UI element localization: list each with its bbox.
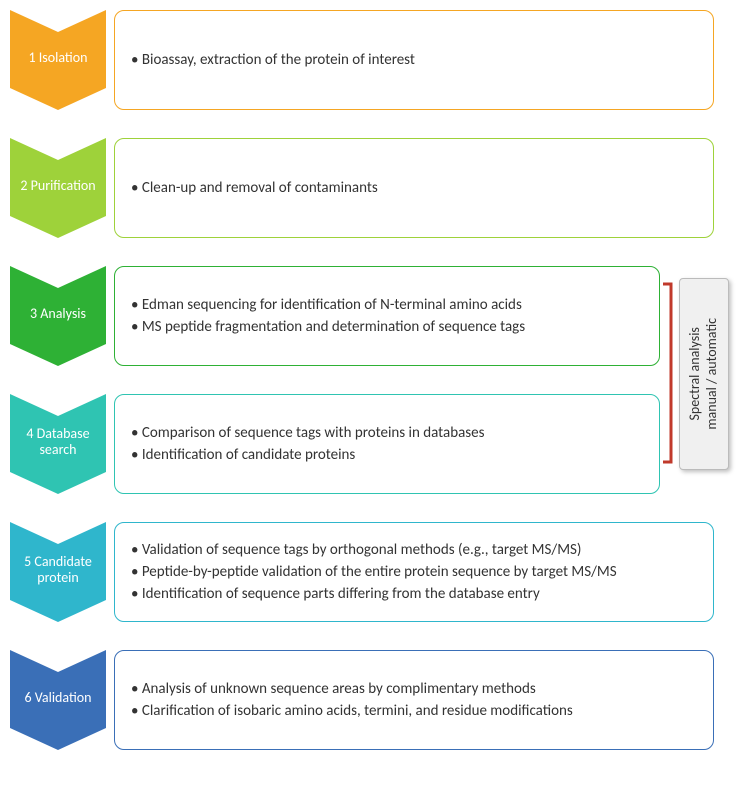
content-box-1: • Bioassay, extraction of the protein of… bbox=[114, 10, 714, 110]
content-box-4: • Comparison of sequence tags with prote… bbox=[114, 394, 660, 494]
chevron-5: 5 Candidate protein bbox=[10, 522, 106, 622]
chevron-1: 1 Isolation bbox=[10, 10, 106, 110]
chevron-6: 6 Validation bbox=[10, 650, 106, 750]
content-box-6: • Analysis of unknown sequence areas by … bbox=[114, 650, 714, 750]
bullet: • Bioassay, extraction of the protein of… bbox=[131, 50, 697, 70]
chevron-3: 3 Analysis bbox=[10, 266, 106, 366]
bullet: • Identification of candidate proteins bbox=[131, 445, 643, 465]
content-box-2: • Clean-up and removal of contaminants bbox=[114, 138, 714, 238]
chevron-2: 2 Purification bbox=[10, 138, 106, 238]
chevron-label-4: 4 Database search bbox=[10, 394, 106, 476]
bullet: • MS peptide fragmentation and determina… bbox=[131, 317, 643, 337]
bullet: • Clean-up and removal of contaminants bbox=[131, 178, 697, 198]
chevron-label-3: 3 Analysis bbox=[10, 266, 106, 348]
chevron-label-6: 6 Validation bbox=[10, 650, 106, 732]
bullet: • Validation of sequence tags by orthogo… bbox=[131, 540, 697, 560]
step-row-4: 4 Database search • Comparison of sequenc… bbox=[10, 394, 727, 494]
bullet: • Identification of sequence parts diffe… bbox=[131, 584, 697, 604]
bullet: • Comparison of sequence tags with prote… bbox=[131, 423, 643, 443]
step-row-6: 6 Validation • Analysis of unknown sequen… bbox=[10, 650, 727, 750]
workflow-diagram: 1 Isolation • Bioassay, extraction of the… bbox=[10, 10, 727, 750]
step-row-3: 3 Analysis • Edman sequencing for identif… bbox=[10, 266, 727, 366]
chevron-label-5: 5 Candidate protein bbox=[10, 522, 106, 604]
bullet: • Clarification of isobaric amino acids,… bbox=[131, 701, 697, 721]
bullet: • Edman sequencing for identification of… bbox=[131, 295, 643, 315]
content-box-5: • Validation of sequence tags by orthogo… bbox=[114, 522, 714, 622]
bullet: • Analysis of unknown sequence areas by … bbox=[131, 679, 697, 699]
step-row-1: 1 Isolation • Bioassay, extraction of the… bbox=[10, 10, 727, 110]
bullet: • Peptide-by-peptide validation of the e… bbox=[131, 562, 697, 582]
chevron-label-1: 1 Isolation bbox=[10, 10, 106, 92]
step-row-2: 2 Purification • Clean-up and removal of … bbox=[10, 138, 727, 238]
chevron-label-2: 2 Purification bbox=[10, 138, 106, 220]
bracket bbox=[663, 282, 675, 464]
step-row-5: 5 Candidate protein • Validation of seque… bbox=[10, 522, 727, 622]
chevron-4: 4 Database search bbox=[10, 394, 106, 494]
side-label-text: Spectral analysismanual / automatic bbox=[687, 318, 721, 430]
side-label: Spectral analysismanual / automatic bbox=[679, 278, 729, 470]
content-box-3: • Edman sequencing for identification of… bbox=[114, 266, 660, 366]
